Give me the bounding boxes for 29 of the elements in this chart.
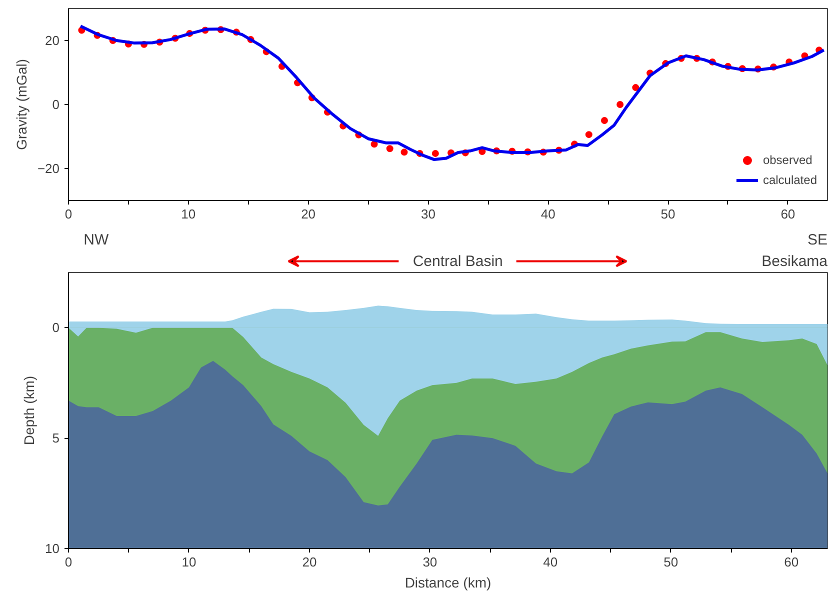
x-tick-label: 60 — [780, 206, 796, 222]
text: SE — [807, 232, 828, 248]
x-tick-label: 50 — [660, 206, 676, 222]
x-tick-label: 20 — [301, 206, 316, 222]
y-tick-label: 0 — [52, 97, 60, 112]
text: Central Basin — [412, 252, 503, 270]
x-tick-label: 0 — [64, 554, 72, 570]
x-tick-label: 50 — [664, 554, 678, 570]
x-tick-label: 30 — [420, 206, 436, 222]
x-tick-label: 40 — [543, 554, 558, 570]
legend-label: calculated — [762, 173, 817, 187]
y-axis-title: Gravity (mGal) — [13, 59, 30, 150]
y-tick-label: 0 — [52, 320, 60, 336]
legend-label: observed — [762, 153, 812, 167]
text: Besikama — [762, 252, 828, 270]
y-tick-label: 20 — [45, 33, 60, 48]
x-tick-label: 20 — [302, 554, 317, 570]
y-axis-title: Depth (km) — [21, 376, 38, 446]
y-tick-label: −20 — [37, 161, 60, 176]
x-tick-label: 10 — [181, 206, 196, 222]
x-axis-title: Distance (km) — [404, 574, 492, 590]
x-tick-label: 60 — [784, 554, 799, 570]
x-tick-label: 30 — [422, 554, 438, 570]
y-tick-label: 10 — [45, 541, 60, 556]
x-tick-label: 10 — [182, 554, 196, 570]
x-tick-label: 40 — [540, 206, 556, 222]
y-tick-label: 5 — [52, 430, 60, 446]
text: NW — [84, 232, 110, 248]
x-tick-label: 0 — [64, 206, 72, 222]
